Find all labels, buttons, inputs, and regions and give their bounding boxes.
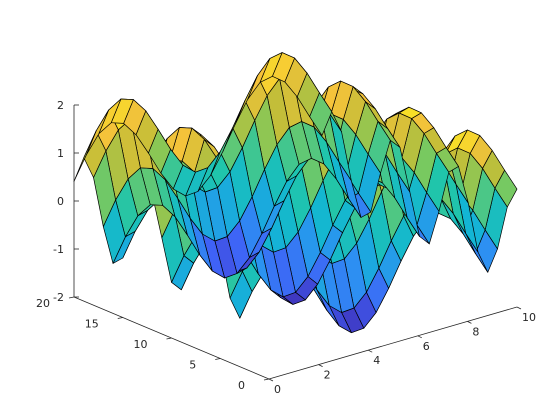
surface-patch bbox=[73, 130, 97, 182]
z-tick-label: -1 bbox=[53, 243, 64, 256]
y-tick-label: 0 bbox=[238, 379, 245, 392]
z-tick-label: 1 bbox=[57, 147, 64, 160]
x-tick-mark bbox=[417, 335, 422, 339]
y-tick-label: 15 bbox=[85, 318, 99, 331]
y-tick-label: 5 bbox=[189, 359, 196, 372]
x-tick-mark bbox=[318, 364, 323, 367]
y-tick-label: 20 bbox=[36, 297, 50, 310]
y-tick-mark bbox=[166, 337, 172, 340]
x-tick-mark bbox=[467, 321, 472, 324]
y-tick-mark bbox=[263, 378, 270, 381]
tick-labels-layer: 0 2 4 6 8 10 0 5 10 15 20 -2 -1 0 1 2 bbox=[36, 99, 536, 396]
y-tick-label: 10 bbox=[134, 338, 148, 351]
x-tick-label: 6 bbox=[423, 340, 430, 353]
y-tick-mark bbox=[68, 296, 75, 299]
x-tick-label: 8 bbox=[472, 325, 479, 338]
axes-layer bbox=[68, 104, 522, 382]
x-tick-label: 0 bbox=[274, 383, 281, 396]
x-tick-label: 2 bbox=[324, 369, 331, 382]
x-tick-label: 4 bbox=[373, 354, 380, 367]
x-tick-label: 10 bbox=[522, 311, 536, 324]
x-tick-mark bbox=[516, 306, 522, 310]
x-tick-mark bbox=[368, 349, 373, 353]
y-tick-mark bbox=[215, 358, 221, 360]
z-tick-label: -2 bbox=[53, 291, 64, 304]
x-axis-line bbox=[268, 306, 518, 380]
surface-layer bbox=[73, 52, 518, 334]
z-tick-label: 2 bbox=[57, 99, 64, 112]
x-tick-mark bbox=[268, 378, 274, 382]
y-tick-mark bbox=[117, 317, 123, 319]
z-tick-label: 0 bbox=[57, 195, 64, 208]
